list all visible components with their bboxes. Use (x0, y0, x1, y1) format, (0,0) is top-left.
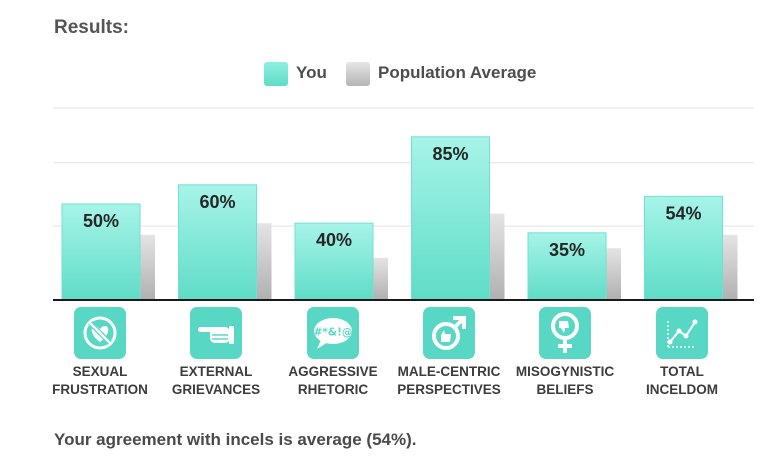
bar-value-label: 85% (432, 144, 468, 164)
category-misogynistic-beliefs: MISOGYNISTIC BELIEFS (509, 307, 621, 399)
swearing-speech-bubble-icon: #*&!@ (307, 307, 359, 359)
bar-you (178, 184, 257, 301)
pointing-hand-icon (190, 307, 242, 359)
bar-population-average (253, 223, 272, 300)
bar-value-label: 40% (316, 230, 352, 250)
bar-value-label: 50% (83, 211, 119, 231)
bar-population-average (370, 257, 388, 300)
results-heading: Results: (54, 17, 129, 38)
bar-value-label: 60% (199, 192, 235, 212)
category-label-line: INCELDOM (646, 382, 718, 397)
legend-swatch-you (264, 62, 288, 86)
category-label-line: FRUSTRATION (52, 382, 148, 397)
legend-label-population: Population Average (378, 63, 537, 82)
bar-you (644, 195, 723, 301)
category-aggressive-rhetoric: #*&!@ AGGRESSIVE RHETORIC (277, 307, 389, 399)
bar-chart: 50% 60% 40% 85% 35% 54% (53, 107, 754, 301)
category-label-line: MISOGYNISTIC (515, 364, 615, 379)
category-male-centric-perspectives: MALE-CENTRIC PERSPECTIVES (393, 307, 505, 399)
legend-label-you: You (296, 63, 327, 82)
bar-population-average (486, 213, 505, 300)
male-symbol-thumbs-up-icon (423, 307, 475, 359)
category-external-grievances: EXTERNAL GRIEVANCES (160, 307, 272, 399)
category-sexual-frustration: SEXUAL FRUSTRATION (44, 307, 156, 399)
category-total-inceldom: TOTAL INCELDOM (626, 307, 738, 399)
bar-you (294, 222, 374, 301)
category-label-line: MALE-CENTRIC (397, 364, 501, 379)
category-label-line: PERSPECTIVES (397, 382, 501, 397)
female-symbol-thumbs-down-icon (539, 307, 591, 359)
category-label-line: TOTAL (660, 364, 704, 379)
category-label-line: RHETORIC (297, 382, 369, 397)
category-label-line: AGGRESSIVE (288, 364, 378, 379)
bar-value-label: 35% (549, 240, 585, 260)
category-label-line: BELIEFS (536, 382, 594, 397)
summary-text: Your agreement with incels is average (5… (54, 430, 417, 449)
category-label-line: SEXUAL (72, 364, 128, 379)
svg-text:#*&!@: #*&!@ (314, 327, 353, 339)
category-label-line: GRIEVANCES (171, 382, 261, 397)
line-chart-icon (656, 307, 708, 359)
bar-population-average (603, 248, 621, 300)
legend-swatch-population (346, 62, 370, 86)
bar-population-average (719, 234, 738, 300)
crossed-heart-icon (74, 307, 126, 359)
bar-you (527, 232, 607, 301)
bar-population-average (137, 234, 155, 300)
bar-you (61, 203, 141, 301)
bar-value-label: 54% (665, 203, 701, 223)
category-label-line: EXTERNAL (179, 364, 253, 379)
